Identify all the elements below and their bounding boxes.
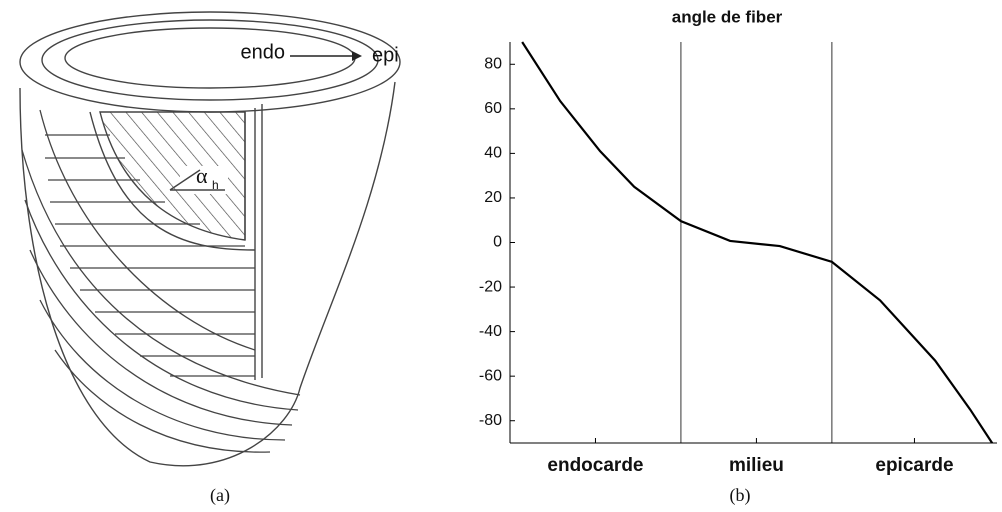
x-category-label: epicarde — [875, 455, 953, 476]
inner-ring — [65, 28, 355, 88]
data-line — [522, 42, 992, 443]
x-category-label: milieu — [729, 455, 784, 476]
y-tick-label: -80 — [479, 412, 502, 429]
label-endo: endo — [241, 41, 286, 63]
y-tick-label: -20 — [479, 278, 502, 295]
y-tick-label: -60 — [479, 367, 502, 384]
label-epi: epi — [372, 44, 399, 66]
angle-symbol: α — [196, 163, 208, 188]
arrowhead — [352, 51, 362, 61]
outer-ring — [20, 12, 400, 112]
heart-diagram: endo epi α h (a) — [20, 12, 400, 506]
y-tick-label: 60 — [484, 100, 502, 117]
y-tick-label: 80 — [484, 55, 502, 72]
y-tick-label: -40 — [479, 323, 502, 340]
angle-subscript: h — [212, 178, 219, 192]
chart-title: angle de fiber — [672, 7, 783, 26]
y-tick-label: 20 — [484, 189, 502, 206]
caption-a: (a) — [210, 485, 230, 506]
y-tick-label: 0 — [493, 234, 502, 251]
y-tick-label: 40 — [484, 145, 502, 162]
x-category-label: endocarde — [547, 455, 643, 476]
caption-b: (b) — [730, 485, 751, 506]
figure: endo epi α h (a) angle de fiber (b) -80 -… — [0, 0, 1002, 512]
